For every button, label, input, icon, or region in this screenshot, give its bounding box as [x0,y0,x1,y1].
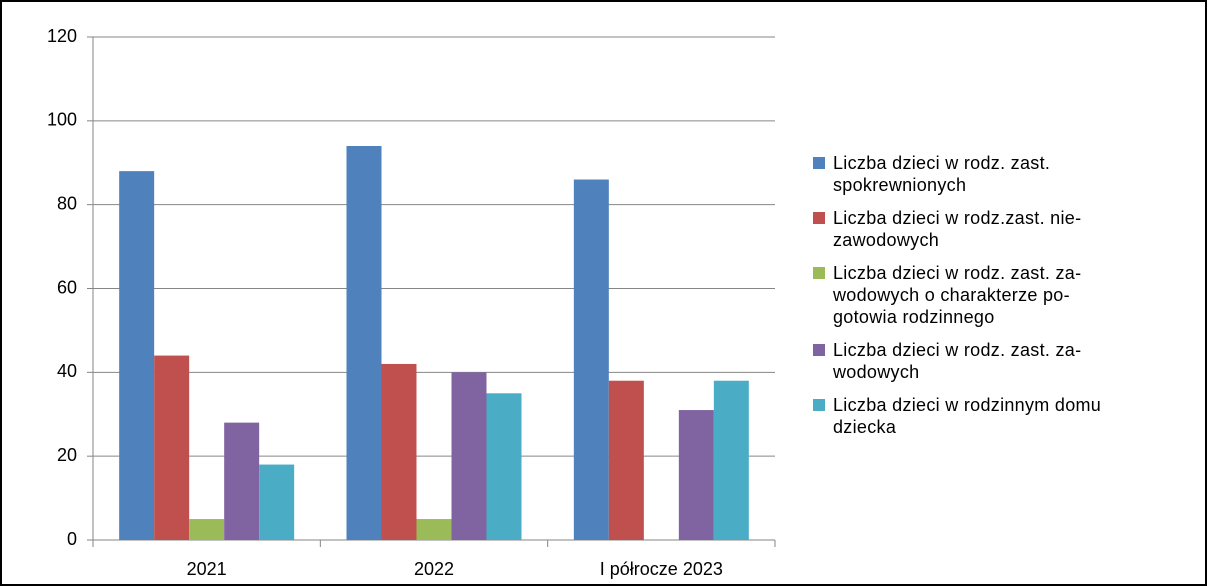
legend-entry: Liczba dzieci w rodz.zast. nie- zawodowy… [813,207,1203,251]
legend-swatch [813,344,825,356]
bar [381,363,417,540]
bar [573,179,609,540]
legend-entry: Liczba dzieci w rodzinnym domu dziecka [813,394,1203,438]
legend-swatch [813,212,825,224]
legend: Liczba dzieci w rodz. zast. spokrewniony… [813,152,1203,449]
legend-label: Liczba dzieci w rodz. zast. za- wodowych… [833,263,1082,327]
bar [608,380,644,540]
y-tick-label: 80 [57,193,77,213]
bar [486,393,522,540]
y-tick-label: 40 [57,361,77,381]
bar [189,519,225,540]
bar [451,372,487,540]
x-tick-label: I półrocze 2023 [600,559,723,579]
x-tick-label: 2021 [187,559,227,579]
bar [678,410,714,540]
y-tick-label: 100 [47,110,77,130]
bar [119,171,155,540]
bar [224,422,260,540]
legend-entry: Liczba dzieci w rodz. zast. za- wodowych [813,339,1203,383]
legend-swatch [813,399,825,411]
legend-swatch [813,267,825,279]
legend-label: Liczba dzieci w rodz. zast. spokrewniony… [833,153,1051,195]
legend-entry: Liczba dzieci w rodz. zast. za- wodowych… [813,262,1203,328]
bar [346,145,382,540]
legend-entry: Liczba dzieci w rodz. zast. spokrewniony… [813,152,1203,196]
y-tick-label: 20 [57,445,77,465]
bar [154,355,190,540]
bar [416,519,452,540]
legend-swatch [813,157,825,169]
legend-label: Liczba dzieci w rodz. zast. za- wodowych [833,340,1082,382]
bar [259,464,295,540]
y-tick-label: 60 [57,277,77,297]
y-tick-label: 120 [47,26,77,46]
legend-label: Liczba dzieci w rodzinnym domu dziecka [833,395,1102,437]
y-tick-label: 0 [67,529,77,549]
legend-label: Liczba dzieci w rodz.zast. nie- zawodowy… [833,208,1082,250]
bar [713,380,749,540]
x-tick-label: 2022 [414,559,454,579]
